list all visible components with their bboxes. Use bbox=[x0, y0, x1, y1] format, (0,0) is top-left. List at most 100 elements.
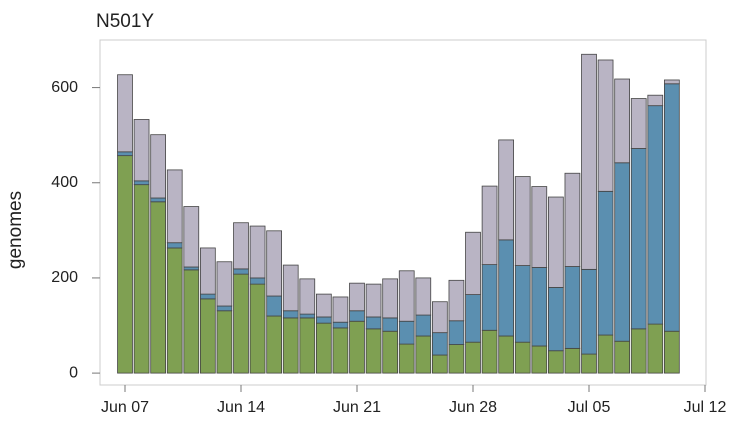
y-tick-label: 0 bbox=[69, 364, 78, 381]
bar-segment bbox=[448, 279, 465, 322]
bar-segment bbox=[415, 335, 432, 374]
bar-segment bbox=[349, 282, 365, 312]
bar-segment bbox=[415, 277, 432, 316]
bar-segment bbox=[282, 264, 299, 312]
bar-segment bbox=[282, 317, 299, 374]
bar-segment bbox=[431, 332, 448, 356]
bar-segment bbox=[199, 298, 216, 374]
bar-segment bbox=[531, 186, 548, 268]
bar-segment bbox=[465, 231, 481, 295]
y-tick-label: 200 bbox=[51, 269, 78, 286]
bar-segment bbox=[332, 321, 349, 329]
bar-segment bbox=[315, 322, 332, 374]
bar-segment bbox=[630, 98, 647, 149]
bar-segment bbox=[216, 305, 233, 312]
bar-segment bbox=[117, 155, 133, 374]
x-tick-label: Jul 05 bbox=[568, 399, 611, 416]
bar-segment bbox=[315, 316, 332, 324]
bar-segment bbox=[564, 172, 581, 267]
bar-segment bbox=[382, 317, 398, 332]
bar-segment bbox=[166, 242, 183, 249]
bar-segment bbox=[150, 197, 167, 203]
bar-segment bbox=[382, 330, 398, 374]
bar-segment bbox=[266, 315, 282, 374]
bar-segment bbox=[183, 266, 200, 271]
bar-segment bbox=[448, 344, 465, 374]
bar-segment bbox=[614, 162, 631, 342]
bar-segment bbox=[332, 327, 349, 374]
bar-segment bbox=[664, 83, 680, 332]
bar-segment bbox=[199, 247, 216, 295]
bar-segment bbox=[299, 278, 316, 315]
bar-segment bbox=[117, 74, 133, 153]
bar-segment bbox=[597, 190, 614, 336]
bar-segment bbox=[315, 293, 332, 318]
bar-segment bbox=[398, 343, 415, 374]
bar-segment bbox=[117, 151, 133, 157]
bar-segment bbox=[465, 341, 481, 374]
bar-segment bbox=[564, 266, 581, 349]
x-tick-label: Jul 12 bbox=[684, 399, 727, 416]
bar-segment bbox=[199, 293, 216, 300]
bar-segment bbox=[498, 239, 514, 337]
bar-segment bbox=[597, 334, 614, 374]
bar-segment bbox=[133, 119, 150, 182]
bar-segment bbox=[249, 283, 266, 374]
bar-segment bbox=[647, 105, 664, 325]
bar-segment bbox=[349, 310, 365, 322]
bar-segment bbox=[481, 329, 498, 374]
bar-segment bbox=[448, 320, 465, 345]
bar-segment bbox=[597, 59, 614, 192]
bar-segment bbox=[166, 247, 183, 374]
bar-segment bbox=[481, 185, 498, 266]
bar-segment bbox=[548, 350, 564, 374]
plot-frame bbox=[99, 39, 707, 386]
x-tick-label: Jun 07 bbox=[101, 399, 149, 416]
bar-segment bbox=[382, 278, 398, 319]
bar-segment bbox=[216, 310, 233, 374]
y-tick-label: 400 bbox=[51, 174, 78, 191]
bar-segment bbox=[365, 283, 382, 318]
bar-segment bbox=[431, 354, 448, 374]
bar-segment bbox=[183, 206, 200, 268]
bar-segment bbox=[233, 268, 249, 275]
bar-segment bbox=[282, 310, 299, 319]
bar-segment bbox=[514, 265, 531, 343]
x-tick-label: Jun 21 bbox=[333, 399, 381, 416]
bar-segment bbox=[266, 230, 282, 297]
bar-segment bbox=[564, 347, 581, 374]
bar-segment bbox=[531, 345, 548, 374]
bar-segment bbox=[299, 317, 316, 374]
x-tick-label: Jun 28 bbox=[449, 399, 497, 416]
bar-segment bbox=[249, 225, 266, 279]
bar-segment bbox=[398, 270, 415, 322]
bar-segment bbox=[365, 316, 382, 330]
bar-segment bbox=[249, 277, 266, 285]
bar-segment bbox=[647, 94, 664, 107]
bar-segment bbox=[365, 328, 382, 374]
bar-segment bbox=[481, 264, 498, 331]
bar-segment bbox=[133, 184, 150, 374]
chart-title: N501Y bbox=[96, 11, 154, 32]
bar-segment bbox=[581, 353, 597, 374]
bar-segment bbox=[498, 139, 514, 241]
bar-segment bbox=[233, 273, 249, 374]
bar-segment bbox=[332, 296, 349, 323]
bar-segment bbox=[548, 287, 564, 352]
bar-segment bbox=[630, 328, 647, 374]
bar-segment bbox=[664, 79, 680, 85]
bar-segment bbox=[548, 196, 564, 288]
bar-segment bbox=[349, 320, 365, 374]
bar-segment bbox=[183, 269, 200, 374]
bar-segment bbox=[216, 261, 233, 307]
bar-segment bbox=[514, 341, 531, 374]
bar-segment bbox=[614, 78, 631, 164]
bar-segment bbox=[581, 268, 597, 355]
bar-segment bbox=[514, 176, 531, 266]
bar-segment bbox=[233, 222, 249, 270]
y-tick-label: 600 bbox=[51, 79, 78, 96]
bar-segment bbox=[664, 330, 680, 374]
x-tick-label: Jun 14 bbox=[217, 399, 265, 416]
bar-segment bbox=[647, 323, 664, 374]
bar-segment bbox=[581, 53, 597, 270]
